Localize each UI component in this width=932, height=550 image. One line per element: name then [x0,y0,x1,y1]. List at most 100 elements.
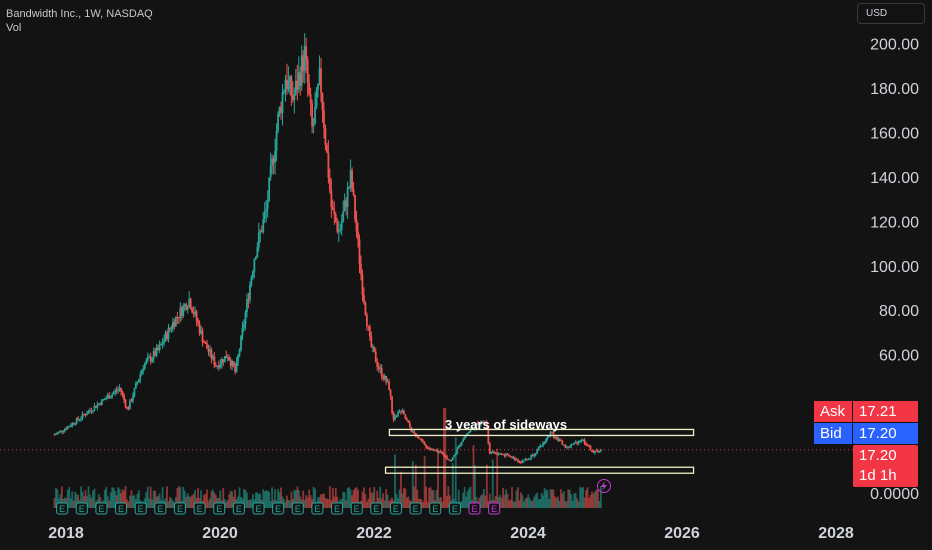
volume-bar [407,496,410,508]
candle-body [191,308,194,313]
candle-body [345,200,348,208]
earnings-badge [272,502,285,515]
ask-price: 17.21 [853,401,918,422]
candle-body [434,449,436,451]
candle-body [376,362,379,367]
candle-body [583,439,586,444]
candle-body [478,424,481,426]
volume-bar [72,500,75,508]
candle-body [68,426,71,428]
volume-bar [84,490,87,508]
volume-bar [226,500,229,508]
volume-bar [342,491,345,508]
candle-body [80,418,83,420]
candle-body [89,410,91,412]
candle-body [243,324,245,328]
volume-bar [188,496,191,508]
candle-body [84,414,87,416]
candle-body [592,451,595,453]
candle-body [454,453,457,455]
candle-body [419,438,422,440]
volume-bar [543,488,546,508]
earnings-letter: E [157,504,163,514]
candle-body [201,330,204,342]
volume-bar [123,490,125,508]
candle-body [435,450,438,452]
candle-body [185,304,188,310]
candle-body [203,341,205,343]
candle-body [275,131,278,152]
candle-body [481,421,484,424]
candle-body [579,440,582,442]
candle-body [514,457,516,461]
candle-body [173,322,176,327]
volume-bar [405,497,408,508]
time-axis[interactable]: 2018 2020 2022 2024 2026 2028 [48,525,854,542]
candle-body [546,436,549,440]
candle-body [154,351,157,356]
volume-bar [303,499,306,508]
price-axis[interactable]: 200.00 180.00 160.00 140.00 120.00 100.00 80.0… [870,37,919,503]
volume-bar [60,486,63,508]
volume-bar [499,494,502,508]
candle-body [142,368,145,370]
candle-body [220,359,223,365]
candle-body [346,187,349,208]
candle-body [519,462,522,464]
candle-body [97,403,100,405]
bid-label[interactable]: Bid [814,423,852,444]
candle-body [103,399,106,401]
volume-bar [151,499,154,508]
currency-button[interactable]: USD [857,3,925,24]
volume-bar [562,491,565,508]
candle-body [351,170,353,190]
volume-bar [570,494,573,508]
earnings-badge [115,502,128,515]
candle-body [167,327,170,339]
candle-body [417,436,420,439]
volume-bar [414,464,417,508]
candle-body [246,299,248,313]
candle-body [500,453,503,455]
candle-body [573,442,576,445]
y-tick-label: 160.00 [870,125,919,142]
candle-body [426,447,429,449]
ask-label[interactable]: Ask [814,401,852,422]
earnings-letter: E [471,504,477,514]
volume-bar [365,501,368,508]
candle-body [471,427,473,430]
candle-body [121,391,124,395]
volume-bar [263,491,266,508]
volume-bar [491,459,494,508]
earnings-badge [56,502,69,515]
candle-body [534,453,537,455]
lightning-icon [597,479,611,493]
volume-bar [53,498,56,508]
candle-body [55,434,57,436]
earnings-letter: E [314,504,320,514]
earnings-icon: E [311,502,324,515]
candle-body [174,316,177,327]
volume-bar [388,500,391,508]
volume-bar [290,491,293,508]
candle-body [65,429,68,431]
volume-bar [395,493,398,508]
candle-body [428,447,430,449]
candle-body [457,445,460,449]
volume-bar [327,499,330,508]
candle-body [206,343,208,349]
candle-body [363,294,365,303]
candle-body [249,285,251,301]
volume-bar [400,471,402,508]
volume-bar [576,498,579,508]
candle-body [112,392,115,394]
volume-bar [519,492,522,508]
candle-body [441,452,444,454]
volume-bar [293,489,296,508]
volume-bar [429,487,432,508]
candle-body [265,208,268,212]
candle-body [132,396,134,402]
volume-bars [53,408,602,508]
volume-bar [75,494,78,508]
